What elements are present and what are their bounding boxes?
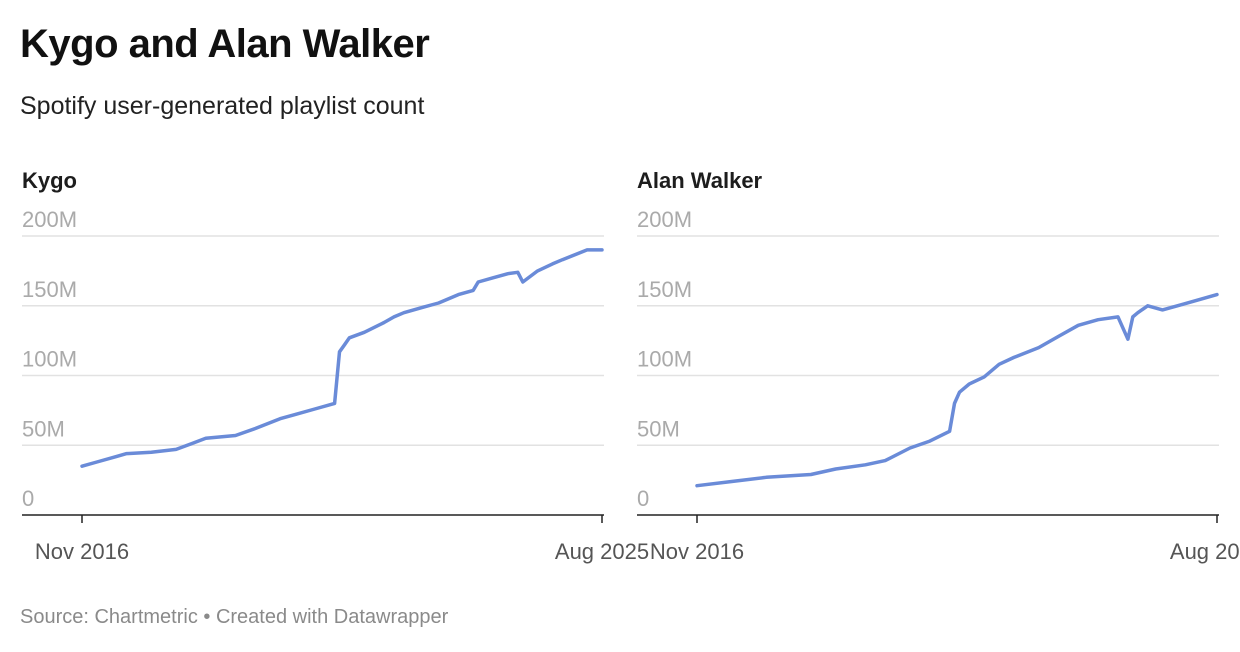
y-tick-label: 0 bbox=[22, 486, 34, 511]
series-line bbox=[695, 292, 1219, 488]
y-tick-label: 200M bbox=[22, 207, 77, 232]
x-tick-label: Nov 2016 bbox=[650, 539, 744, 564]
y-tick-label: 0 bbox=[637, 486, 649, 511]
y-tick-label: 150M bbox=[22, 277, 77, 302]
y-tick-label: 50M bbox=[22, 416, 65, 441]
line-chart-kygo: 0 50M 100M 150M 200M Nov 2016 Aug 2025 bbox=[22, 207, 649, 564]
series-line bbox=[80, 248, 604, 468]
x-tick-label: Nov 2016 bbox=[35, 539, 129, 564]
chart-panel-alan-walker: Alan Walker 0 50M 100M 150M 200M Nov 2016 Aug … bbox=[615, 150, 1240, 580]
y-tick-label: 150M bbox=[637, 277, 692, 302]
panel-title: Kygo bbox=[22, 168, 77, 193]
y-tick-label: 200M bbox=[637, 207, 692, 232]
y-tick-label: 100M bbox=[22, 347, 77, 372]
panel-title: Alan Walker bbox=[637, 168, 763, 193]
x-tick-label: Aug 2025 bbox=[555, 539, 649, 564]
x-tick-label: Aug 2025 bbox=[1170, 539, 1240, 564]
line-chart-alan-walker: 0 50M 100M 150M 200M Nov 2016 Aug 2025 bbox=[637, 207, 1240, 564]
y-tick-label: 50M bbox=[637, 416, 680, 441]
chart-subtitle: Spotify user-generated playlist count bbox=[20, 92, 425, 120]
chart-title: Kygo and Alan Walker bbox=[20, 22, 430, 66]
chart-panel-kygo: Kygo 0 50M 100M 150M 200M Nov 2016 Aug 2025 bbox=[0, 150, 649, 580]
y-tick-label: 100M bbox=[637, 347, 692, 372]
source-footer: Source: Chartmetric • Created with Dataw… bbox=[20, 606, 449, 628]
